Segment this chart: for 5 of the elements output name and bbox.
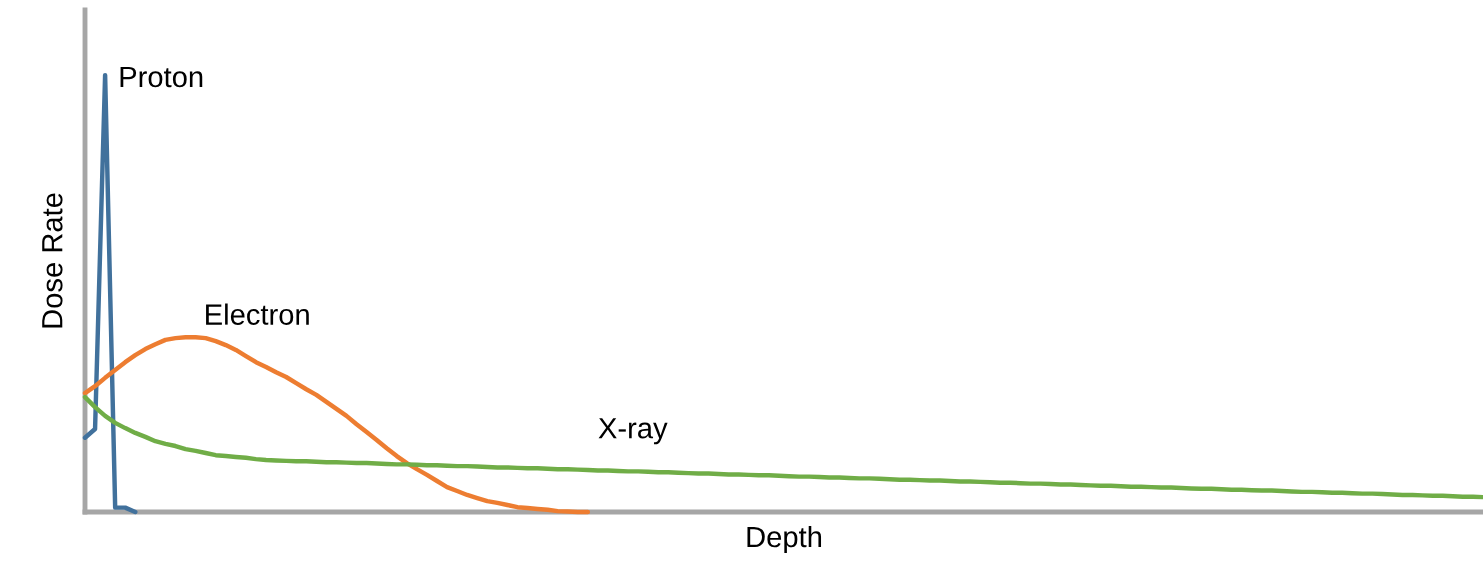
y-axis-title: Dose Rate <box>42 193 63 328</box>
series-label: X-ray <box>598 418 668 445</box>
x-axis-title: Depth <box>747 525 822 554</box>
series-label: Electron <box>206 303 309 325</box>
series-label: Proton <box>120 66 203 88</box>
